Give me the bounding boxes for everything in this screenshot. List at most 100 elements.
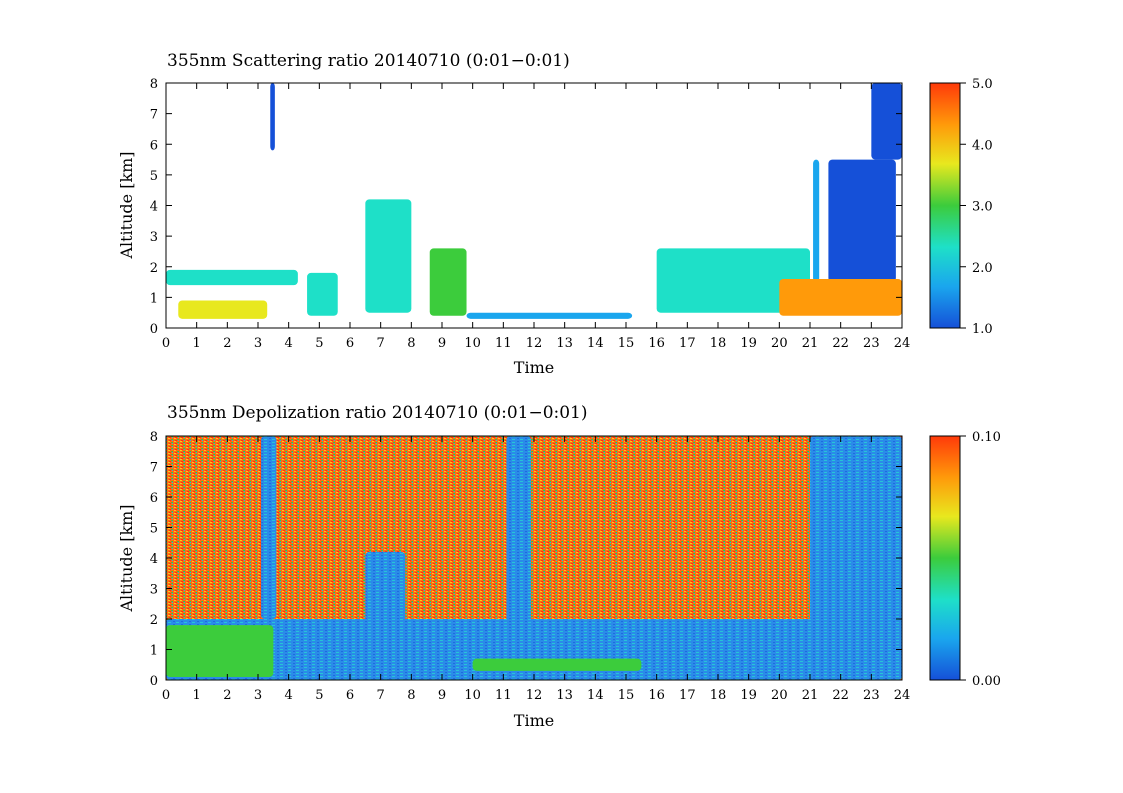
heatmap-cell-6 bbox=[466, 312, 633, 319]
x-tick-label: 0 bbox=[162, 336, 170, 351]
panel-2-colorbar-ticks: 0.00 0.10 bbox=[960, 430, 1001, 689]
heatmap-cell-7 bbox=[656, 248, 810, 313]
colorbar-tick-label: 0.10 bbox=[972, 430, 1001, 445]
x-tick-label: 12 bbox=[526, 688, 543, 703]
heatmap-cell-5 bbox=[365, 551, 406, 671]
heatmap-cell-4 bbox=[365, 199, 412, 313]
colorbar-tick-label: 2.0 bbox=[972, 261, 993, 276]
panel-1-colorbar-ticks: 1.0 2.0 3.0 4.0 5.0 bbox=[960, 77, 993, 337]
colorbar-tick-label: 4.0 bbox=[972, 138, 993, 153]
heatmap-cell-11 bbox=[871, 83, 902, 160]
x-tick-label: 8 bbox=[407, 688, 415, 703]
x-tick-label: 17 bbox=[679, 688, 696, 703]
y-tick-label: 4 bbox=[150, 200, 158, 215]
heatmap-cell-2 bbox=[270, 83, 275, 151]
x-tick-label: 2 bbox=[223, 336, 231, 351]
x-tick-label: 18 bbox=[710, 688, 727, 703]
x-tick-label: 3 bbox=[254, 688, 262, 703]
x-tick-label: 7 bbox=[377, 688, 385, 703]
heatmap-cell-6 bbox=[472, 658, 642, 671]
x-tick-label: 10 bbox=[464, 688, 481, 703]
x-tick-label: 9 bbox=[438, 336, 446, 351]
x-tick-label: 16 bbox=[648, 336, 665, 351]
panel-1-title: 355nm Scattering ratio 20140710 (0:01−0:… bbox=[167, 51, 570, 71]
panel-1-y-label: Altitude [km] bbox=[117, 151, 136, 259]
heatmap-cell-0 bbox=[166, 436, 810, 619]
x-tick-label: 3 bbox=[254, 336, 262, 351]
x-tick-label: 5 bbox=[315, 688, 323, 703]
x-tick-label: 24 bbox=[894, 336, 911, 351]
x-tick-label: 1 bbox=[193, 688, 201, 703]
x-tick-label: 20 bbox=[771, 688, 788, 703]
panel-2-y-label: Altitude [km] bbox=[117, 504, 136, 612]
x-tick-label: 11 bbox=[495, 336, 512, 351]
x-tick-label: 4 bbox=[285, 688, 293, 703]
x-tick-label: 13 bbox=[556, 688, 573, 703]
heatmap-cell-5 bbox=[429, 248, 467, 316]
x-tick-label: 14 bbox=[587, 688, 604, 703]
panel-2-title: 355nm Depolization ratio 20140710 (0:01−… bbox=[167, 403, 588, 423]
x-tick-label: 4 bbox=[285, 336, 293, 351]
y-tick-label: 8 bbox=[150, 77, 158, 92]
heatmap-cell-10 bbox=[779, 279, 902, 316]
x-tick-label: 23 bbox=[863, 688, 880, 703]
panel-depolization-ratio: 355nm Depolization ratio 20140710 (0:01−… bbox=[117, 403, 1001, 730]
panel-1-colorbar bbox=[929, 82, 961, 329]
x-tick-label: 20 bbox=[771, 336, 788, 351]
heatmap-cell-7 bbox=[166, 625, 274, 677]
y-tick-label: 5 bbox=[150, 522, 158, 537]
x-tick-label: 19 bbox=[740, 688, 757, 703]
x-tick-label: 2 bbox=[223, 688, 231, 703]
panel-scattering-ratio: 355nm Scattering ratio 20140710 (0:01−0:… bbox=[117, 51, 993, 377]
panel-1-y-axis: 0 1 2 3 4 5 6 7 8 bbox=[150, 77, 902, 337]
x-tick-label: 6 bbox=[346, 688, 354, 703]
panel-2-x-axis: 0 1 2 3 4 5 6 7 8 9 10 11 12 13 14 15 16 17 18 19 20 21 22 23 24 bbox=[162, 436, 910, 703]
y-tick-label: 0 bbox=[150, 322, 158, 337]
x-tick-label: 23 bbox=[863, 336, 880, 351]
y-tick-label: 6 bbox=[150, 491, 158, 506]
y-tick-label: 7 bbox=[150, 108, 158, 123]
x-tick-label: 22 bbox=[832, 688, 849, 703]
heatmap-cell-4 bbox=[506, 436, 531, 644]
heatmap-cell-8 bbox=[813, 159, 820, 283]
panel-2-x-label: Time bbox=[514, 711, 554, 730]
colorbar-tick-label: 1.0 bbox=[972, 322, 993, 337]
panel-2-colorbar bbox=[929, 435, 961, 681]
heatmap-cell-9 bbox=[828, 159, 896, 283]
y-tick-label: 3 bbox=[150, 230, 158, 245]
x-tick-label: 22 bbox=[832, 336, 849, 351]
x-tick-label: 14 bbox=[587, 336, 604, 351]
y-tick-label: 6 bbox=[150, 138, 158, 153]
x-tick-label: 21 bbox=[802, 688, 819, 703]
x-tick-label: 18 bbox=[710, 336, 727, 351]
x-tick-label: 12 bbox=[526, 336, 543, 351]
panel-2-features bbox=[166, 436, 902, 680]
y-tick-label: 8 bbox=[150, 430, 158, 445]
y-tick-label: 2 bbox=[150, 613, 158, 628]
panel-2-y-axis: 0 1 2 3 4 5 6 7 8 bbox=[150, 430, 902, 689]
x-tick-label: 8 bbox=[407, 336, 415, 351]
x-tick-label: 17 bbox=[679, 336, 696, 351]
colorbar-tick-label: 3.0 bbox=[972, 200, 993, 215]
x-tick-label: 0 bbox=[162, 688, 170, 703]
y-tick-label: 1 bbox=[150, 291, 158, 306]
x-tick-label: 15 bbox=[618, 336, 635, 351]
y-tick-label: 2 bbox=[150, 261, 158, 276]
y-tick-label: 4 bbox=[150, 552, 158, 567]
panel-1-x-label: Time bbox=[514, 358, 554, 377]
panel-1-x-axis: 0 1 2 3 4 5 6 7 8 9 10 11 12 13 14 15 16 17 18 19 20 21 22 23 24 bbox=[162, 83, 910, 351]
y-tick-label: 1 bbox=[150, 644, 158, 659]
x-tick-label: 16 bbox=[648, 688, 665, 703]
heatmap-cell-3 bbox=[307, 272, 338, 316]
colorbar-tick-label: 0.00 bbox=[972, 674, 1001, 689]
colorbar-tick-label: 5.0 bbox=[972, 77, 993, 92]
x-tick-label: 1 bbox=[193, 336, 201, 351]
x-tick-label: 13 bbox=[556, 336, 573, 351]
x-tick-label: 24 bbox=[894, 688, 911, 703]
x-tick-label: 11 bbox=[495, 688, 512, 703]
heatmap-cell-1 bbox=[178, 300, 268, 319]
heatmap-cell-0 bbox=[166, 269, 298, 286]
panel-1-features bbox=[166, 83, 902, 319]
x-tick-label: 21 bbox=[802, 336, 819, 351]
